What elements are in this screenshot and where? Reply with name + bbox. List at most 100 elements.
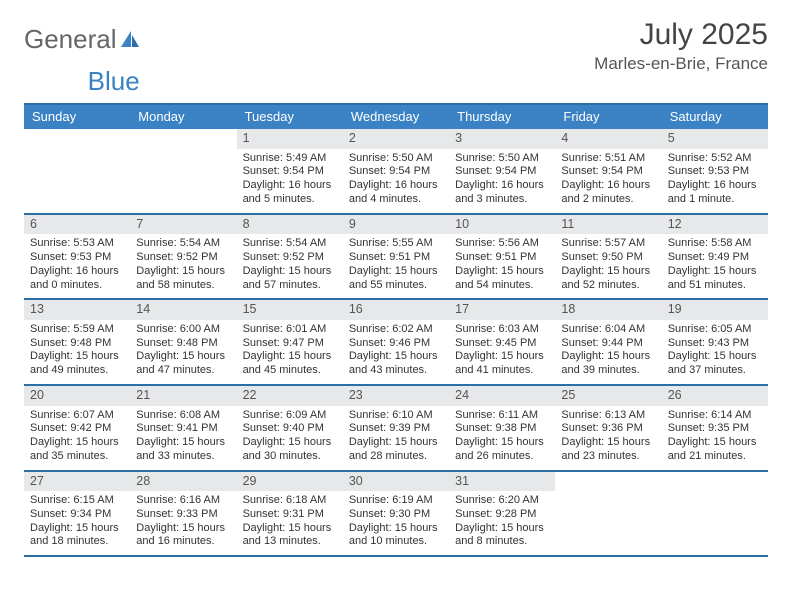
day-body: Sunrise: 5:59 AMSunset: 9:48 PMDaylight:…: [24, 320, 130, 384]
day-body: Sunrise: 6:13 AMSunset: 9:36 PMDaylight:…: [555, 406, 661, 470]
sunset-text: Sunset: 9:54 PM: [561, 165, 655, 179]
day-cell: 20Sunrise: 6:07 AMSunset: 9:42 PMDayligh…: [24, 386, 130, 470]
sunrise-text: Sunrise: 5:57 AM: [561, 237, 655, 251]
day-number: 23: [343, 386, 449, 406]
dow-tue: Tuesday: [237, 105, 343, 129]
day-number: 9: [343, 215, 449, 235]
sunset-text: Sunset: 9:39 PM: [349, 422, 443, 436]
day-number: 19: [662, 300, 768, 320]
day-number: 5: [662, 129, 768, 149]
day-body: Sunrise: 6:15 AMSunset: 9:34 PMDaylight:…: [24, 491, 130, 555]
daylight-text: Daylight: 15 hours and 51 minutes.: [668, 265, 762, 293]
day-cell: 27Sunrise: 6:15 AMSunset: 9:34 PMDayligh…: [24, 472, 130, 556]
day-cell: 8Sunrise: 5:54 AMSunset: 9:52 PMDaylight…: [237, 215, 343, 299]
week-row: 1Sunrise: 5:49 AMSunset: 9:54 PMDaylight…: [24, 129, 768, 215]
day-cell: 21Sunrise: 6:08 AMSunset: 9:41 PMDayligh…: [130, 386, 236, 470]
sunrise-text: Sunrise: 6:02 AM: [349, 323, 443, 337]
sunset-text: Sunset: 9:53 PM: [30, 251, 124, 265]
day-body: Sunrise: 5:57 AMSunset: 9:50 PMDaylight:…: [555, 234, 661, 298]
sunset-text: Sunset: 9:36 PM: [561, 422, 655, 436]
sunrise-text: Sunrise: 5:55 AM: [349, 237, 443, 251]
daylight-text: Daylight: 15 hours and 35 minutes.: [30, 436, 124, 464]
day-cell: 28Sunrise: 6:16 AMSunset: 9:33 PMDayligh…: [130, 472, 236, 556]
logo-sail-icon: [119, 29, 141, 49]
day-body: [24, 149, 130, 158]
sunrise-text: Sunrise: 6:01 AM: [243, 323, 337, 337]
day-body: Sunrise: 5:51 AMSunset: 9:54 PMDaylight:…: [555, 149, 661, 213]
sunrise-text: Sunrise: 6:20 AM: [455, 494, 549, 508]
day-body: Sunrise: 5:49 AMSunset: 9:54 PMDaylight:…: [237, 149, 343, 213]
sunset-text: Sunset: 9:54 PM: [349, 165, 443, 179]
day-cell-blank: [555, 472, 661, 556]
sunset-text: Sunset: 9:33 PM: [136, 508, 230, 522]
sunset-text: Sunset: 9:48 PM: [30, 337, 124, 351]
day-number: 14: [130, 300, 236, 320]
daylight-text: Daylight: 16 hours and 2 minutes.: [561, 179, 655, 207]
sunrise-text: Sunrise: 6:14 AM: [668, 409, 762, 423]
day-number: 25: [555, 386, 661, 406]
sunset-text: Sunset: 9:31 PM: [243, 508, 337, 522]
day-body: Sunrise: 6:20 AMSunset: 9:28 PMDaylight:…: [449, 491, 555, 555]
day-cell: 11Sunrise: 5:57 AMSunset: 9:50 PMDayligh…: [555, 215, 661, 299]
dow-sat: Saturday: [662, 105, 768, 129]
day-number: 10: [449, 215, 555, 235]
day-cell-blank: [130, 129, 236, 213]
sunrise-text: Sunrise: 6:19 AM: [349, 494, 443, 508]
sunset-text: Sunset: 9:40 PM: [243, 422, 337, 436]
day-body: Sunrise: 5:50 AMSunset: 9:54 PMDaylight:…: [343, 149, 449, 213]
day-number: 1: [237, 129, 343, 149]
sunset-text: Sunset: 9:53 PM: [668, 165, 762, 179]
dow-row: Sunday Monday Tuesday Wednesday Thursday…: [24, 105, 768, 129]
day-body: Sunrise: 5:54 AMSunset: 9:52 PMDaylight:…: [130, 234, 236, 298]
day-number: 21: [130, 386, 236, 406]
day-cell: 10Sunrise: 5:56 AMSunset: 9:51 PMDayligh…: [449, 215, 555, 299]
dow-sun: Sunday: [24, 105, 130, 129]
day-body: Sunrise: 5:58 AMSunset: 9:49 PMDaylight:…: [662, 234, 768, 298]
day-number: 30: [343, 472, 449, 492]
sunset-text: Sunset: 9:45 PM: [455, 337, 549, 351]
daylight-text: Daylight: 15 hours and 45 minutes.: [243, 350, 337, 378]
day-cell: 23Sunrise: 6:10 AMSunset: 9:39 PMDayligh…: [343, 386, 449, 470]
sunrise-text: Sunrise: 6:18 AM: [243, 494, 337, 508]
day-body: Sunrise: 5:50 AMSunset: 9:54 PMDaylight:…: [449, 149, 555, 213]
daylight-text: Daylight: 16 hours and 5 minutes.: [243, 179, 337, 207]
daylight-text: Daylight: 15 hours and 49 minutes.: [30, 350, 124, 378]
sunset-text: Sunset: 9:51 PM: [455, 251, 549, 265]
day-number: 3: [449, 129, 555, 149]
day-body: Sunrise: 5:54 AMSunset: 9:52 PMDaylight:…: [237, 234, 343, 298]
title-block: July 2025 Marles-en-Brie, France: [594, 18, 768, 74]
sunset-text: Sunset: 9:30 PM: [349, 508, 443, 522]
sunset-text: Sunset: 9:49 PM: [668, 251, 762, 265]
day-body: Sunrise: 6:04 AMSunset: 9:44 PMDaylight:…: [555, 320, 661, 384]
day-cell: 24Sunrise: 6:11 AMSunset: 9:38 PMDayligh…: [449, 386, 555, 470]
day-body: Sunrise: 6:11 AMSunset: 9:38 PMDaylight:…: [449, 406, 555, 470]
day-number: 31: [449, 472, 555, 492]
day-body: Sunrise: 6:07 AMSunset: 9:42 PMDaylight:…: [24, 406, 130, 470]
daylight-text: Daylight: 15 hours and 54 minutes.: [455, 265, 549, 293]
week-row: 20Sunrise: 6:07 AMSunset: 9:42 PMDayligh…: [24, 386, 768, 472]
day-cell: 13Sunrise: 5:59 AMSunset: 9:48 PMDayligh…: [24, 300, 130, 384]
daylight-text: Daylight: 15 hours and 21 minutes.: [668, 436, 762, 464]
daylight-text: Daylight: 15 hours and 43 minutes.: [349, 350, 443, 378]
week-row: 13Sunrise: 5:59 AMSunset: 9:48 PMDayligh…: [24, 300, 768, 386]
daylight-text: Daylight: 15 hours and 23 minutes.: [561, 436, 655, 464]
day-body: Sunrise: 5:55 AMSunset: 9:51 PMDaylight:…: [343, 234, 449, 298]
daylight-text: Daylight: 15 hours and 8 minutes.: [455, 522, 549, 550]
day-cell: 9Sunrise: 5:55 AMSunset: 9:51 PMDaylight…: [343, 215, 449, 299]
day-number: 26: [662, 386, 768, 406]
day-cell: 19Sunrise: 6:05 AMSunset: 9:43 PMDayligh…: [662, 300, 768, 384]
day-number: 28: [130, 472, 236, 492]
day-body: Sunrise: 6:10 AMSunset: 9:39 PMDaylight:…: [343, 406, 449, 470]
day-cell-blank: [24, 129, 130, 213]
day-number: 12: [662, 215, 768, 235]
sunset-text: Sunset: 9:43 PM: [668, 337, 762, 351]
day-number: 16: [343, 300, 449, 320]
day-body: Sunrise: 6:19 AMSunset: 9:30 PMDaylight:…: [343, 491, 449, 555]
day-body: Sunrise: 5:56 AMSunset: 9:51 PMDaylight:…: [449, 234, 555, 298]
sunrise-text: Sunrise: 5:56 AM: [455, 237, 549, 251]
day-body: Sunrise: 6:18 AMSunset: 9:31 PMDaylight:…: [237, 491, 343, 555]
sunset-text: Sunset: 9:51 PM: [349, 251, 443, 265]
daylight-text: Daylight: 15 hours and 57 minutes.: [243, 265, 337, 293]
daylight-text: Daylight: 15 hours and 52 minutes.: [561, 265, 655, 293]
daylight-text: Daylight: 15 hours and 10 minutes.: [349, 522, 443, 550]
